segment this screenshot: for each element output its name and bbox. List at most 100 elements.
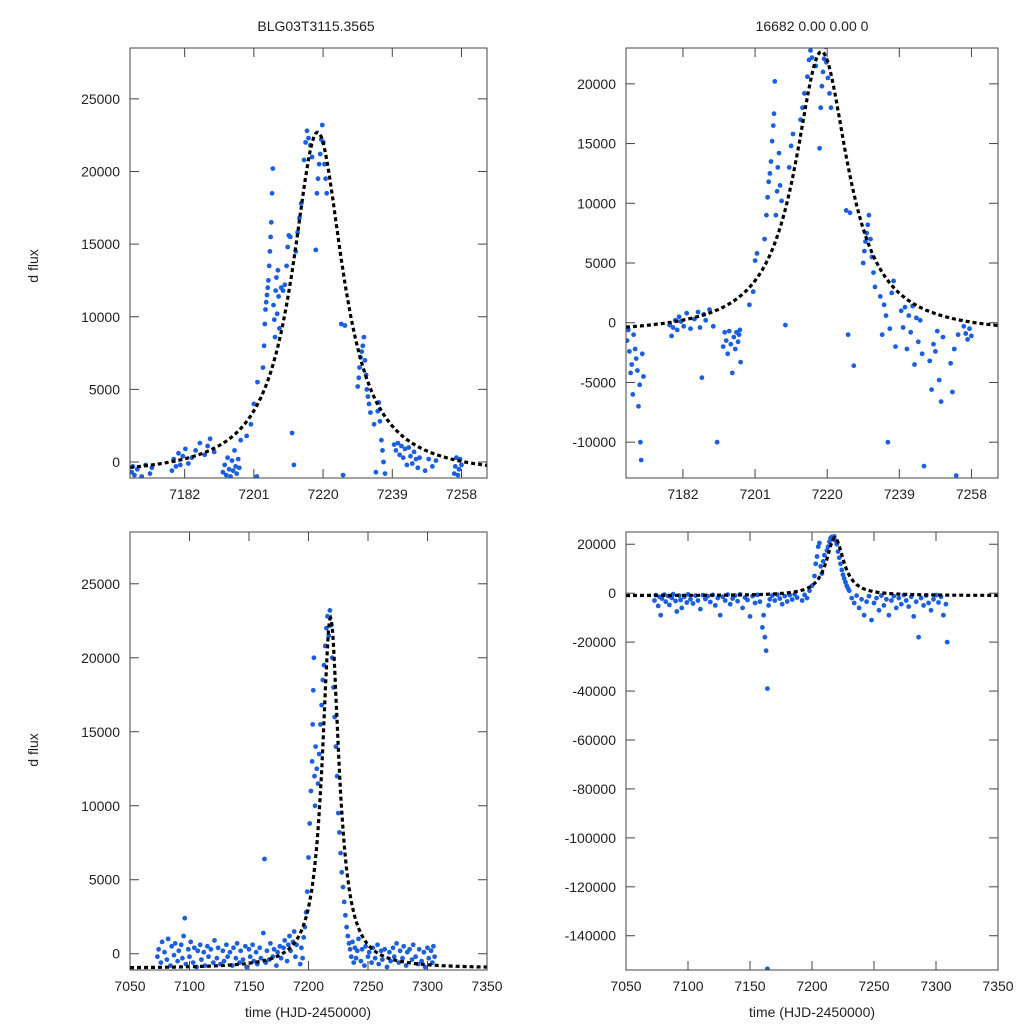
data-point (361, 334, 367, 340)
data-point (426, 955, 432, 961)
data-point (335, 810, 341, 816)
data-point (856, 605, 862, 611)
data-point (885, 439, 891, 445)
data-point (941, 612, 946, 618)
data-point (233, 955, 239, 961)
data-point (783, 322, 788, 328)
data-point (413, 456, 419, 462)
data-point (757, 599, 763, 605)
data-point (955, 332, 961, 338)
model-curve (626, 49, 998, 329)
data-point (786, 165, 792, 170)
data-point (375, 942, 380, 948)
data-point (304, 889, 310, 894)
x-tick-label: 7220 (307, 486, 338, 502)
y-tick-label: 25000 (81, 91, 120, 107)
data-point (933, 349, 938, 354)
data-point (747, 614, 753, 619)
data-point (324, 190, 330, 196)
data-point (271, 302, 276, 308)
data-point (699, 375, 705, 381)
data-point (263, 299, 269, 305)
data-point (293, 954, 298, 960)
data-point (840, 572, 846, 578)
data-point (234, 471, 240, 476)
data-point (169, 468, 175, 474)
panel-bottom-right: 7050 7100 7150 7200 7250 7300 7350 -140000 -1200… (565, 531, 1014, 994)
data-point (264, 948, 270, 954)
data-point (263, 307, 268, 312)
data-point (299, 945, 304, 951)
data-point (248, 421, 254, 427)
data-point (402, 446, 408, 452)
data-point (732, 346, 738, 352)
x-tick-label: 7258 (956, 486, 987, 502)
data-point (740, 605, 745, 611)
data-point (173, 464, 179, 469)
data-point (898, 308, 904, 314)
data-point (333, 744, 339, 749)
data-point (291, 929, 297, 934)
data-point (301, 935, 307, 940)
y-tick-label: 0 (608, 315, 616, 331)
data-point (139, 474, 145, 478)
y-tick-label: 10000 (81, 309, 120, 325)
data-point (362, 963, 367, 968)
data-point (720, 344, 726, 349)
data-point (155, 954, 160, 960)
data-point (232, 448, 237, 453)
data-point (303, 140, 308, 145)
data-point (156, 946, 162, 952)
data-point (240, 957, 246, 962)
data-point (301, 157, 307, 163)
data-point (243, 943, 248, 949)
data-point (314, 190, 320, 196)
data-point (431, 943, 436, 949)
data-point (755, 592, 760, 598)
data-point (903, 598, 909, 603)
y-tick-label: 20000 (577, 76, 616, 92)
data-point (384, 964, 390, 970)
data-point (812, 573, 817, 579)
data-point (399, 443, 404, 449)
data-point (411, 449, 417, 455)
data-point (325, 613, 330, 619)
data-point (199, 957, 204, 962)
data-points (626, 48, 974, 478)
data-point (422, 468, 428, 474)
data-point (635, 368, 640, 373)
data-point (406, 445, 412, 450)
data-point (408, 453, 413, 459)
data-point (869, 617, 874, 623)
data-point (275, 949, 280, 955)
data-point (765, 194, 770, 200)
data-point (841, 576, 847, 581)
plot-frame (625, 47, 999, 479)
data-point (871, 270, 876, 275)
data-point (214, 955, 220, 961)
data-point (737, 327, 743, 333)
data-point (181, 933, 187, 939)
data-point (874, 595, 879, 601)
data-point (789, 597, 795, 602)
data-point (669, 333, 674, 339)
y-tick-label: 5000 (89, 872, 120, 888)
data-point (164, 957, 170, 962)
data-point (171, 952, 177, 958)
data-point (410, 942, 416, 948)
data-point (178, 942, 184, 948)
data-point (851, 363, 857, 369)
data-point (409, 957, 415, 962)
data-point (710, 323, 716, 329)
data-point (896, 595, 902, 601)
data-point (316, 751, 322, 757)
data-point (387, 949, 392, 955)
data-points (652, 534, 950, 970)
data-point (736, 332, 742, 338)
data-point (326, 633, 332, 638)
data-point (914, 315, 919, 321)
data-point (763, 648, 769, 654)
data-point (769, 138, 775, 144)
data-point (919, 351, 925, 357)
data-point (254, 474, 260, 478)
